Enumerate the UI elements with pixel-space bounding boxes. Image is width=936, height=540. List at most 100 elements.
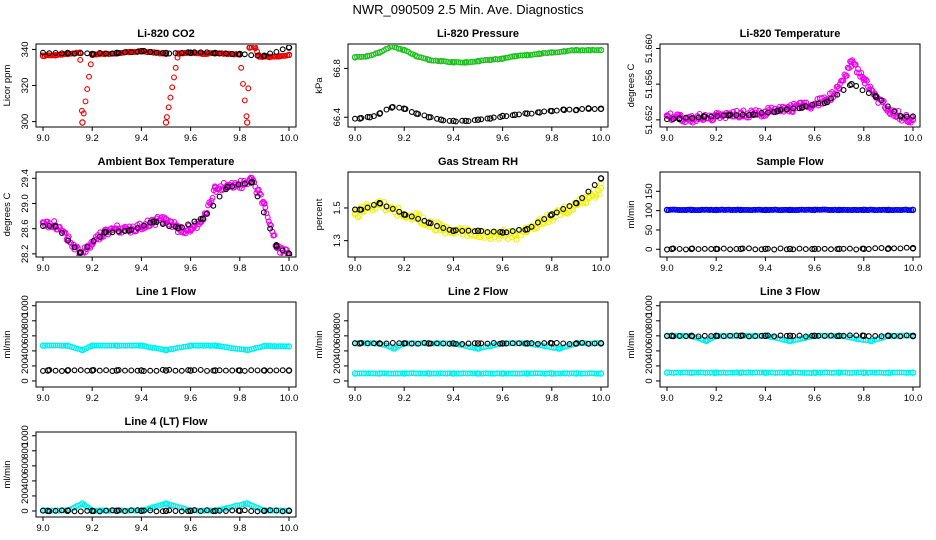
line1-flow-marker — [58, 342, 65, 349]
li820-co2-data-point — [187, 49, 194, 56]
li820-pressure-data-point — [585, 105, 592, 112]
li820-temperature-data-point — [872, 93, 880, 100]
gas-stream-rh-data-point — [388, 204, 396, 212]
li820-pressure-data-point — [560, 48, 568, 55]
li820-pressure-data-point — [401, 46, 408, 54]
line1-flow-ytick-label: 1000 — [20, 295, 31, 316]
line1-flow-marker — [91, 342, 98, 349]
li820-co2-data-point — [113, 49, 121, 57]
sample-flow-marker — [796, 245, 803, 252]
sample-flow-data-point — [811, 206, 818, 214]
panel-li820-pressure: Li-820 Pressure kPa 9.0 9.2 9.4 9.6 9.8 10.0 66.… — [314, 28, 610, 144]
gas-stream-rh-marker — [553, 209, 560, 216]
gas-stream-rh-marker — [598, 180, 604, 187]
ambient-box-temperature-marker — [71, 244, 78, 251]
panel-line1-flow: Line 1 Flow ml/min 9.0 9.2 9.4 9.6 9.8 10.0 0 200… — [2, 286, 298, 404]
line2-flow-marker — [478, 340, 485, 347]
li820-temperature-marker — [891, 108, 898, 115]
line1-flow-marker — [95, 342, 102, 349]
line3-flow-data-point — [737, 332, 745, 339]
ambient-box-temperature-marker — [204, 210, 210, 217]
line2-flow-data-point — [356, 340, 364, 347]
line1-flow-marker — [197, 366, 204, 373]
li820-pressure-marker — [387, 45, 394, 50]
li820-pressure-marker — [503, 113, 510, 120]
line4-flow-data-point — [64, 507, 71, 514]
line1-flow-marker — [84, 367, 91, 374]
li820-pressure-data-point — [437, 57, 445, 65]
li820-temperature-plot-frame — [659, 43, 921, 128]
line4-flow-marker — [267, 507, 274, 514]
li820-pressure-title: Li-820 Pressure — [437, 28, 519, 40]
line1-flow-marker — [149, 344, 156, 351]
li820-co2-marker — [40, 49, 46, 56]
line3-flow-marker — [790, 332, 797, 339]
ambient-box-temperature-ytick-label: 29.0 — [20, 194, 31, 213]
line4-flow-ytick-label: 200 — [20, 488, 31, 504]
line4-flow-ytick-label: 0 — [20, 508, 31, 513]
sample-flow-marker — [727, 246, 734, 253]
ambient-box-temperature-marker — [248, 179, 255, 186]
line3-flow-marker — [701, 332, 708, 339]
line2-flow-data-point — [573, 370, 580, 377]
li820-co2-marker — [241, 97, 248, 104]
ambient-box-temperature-xtick-label: 9.8 — [233, 263, 246, 274]
ambient-box-temperature-marker — [267, 225, 274, 232]
gas-stream-rh-marker — [516, 226, 522, 233]
li820-pressure-data-point — [487, 115, 494, 122]
gas-stream-rh-marker — [415, 215, 422, 222]
line4-flow-marker — [269, 507, 276, 514]
line2-flow-marker — [383, 340, 390, 347]
ambient-box-temperature-data-point — [261, 200, 268, 207]
li820-pressure-marker — [356, 53, 363, 60]
gas-stream-rh-data-point — [524, 225, 531, 233]
li820-pressure-marker — [459, 59, 466, 66]
ambient-box-temperature-marker — [235, 181, 242, 188]
line1-flow-marker — [229, 367, 236, 374]
line3-flow-data-point — [688, 369, 695, 376]
line1-flow-marker — [281, 343, 288, 350]
line3-flow-marker — [771, 333, 778, 340]
li820-temperature-data-point — [897, 113, 904, 120]
line4-flow-marker — [95, 507, 102, 514]
panel-li820-temperature: Li-820 Temperature degrees C 9.0 9.2 9.4 9.6 9… — [626, 28, 922, 144]
li820-pressure-markers — [351, 45, 605, 125]
li820-co2-marker — [77, 56, 84, 63]
ambient-box-temperature-marker — [40, 223, 46, 229]
ambient-box-temperature-data-point — [248, 178, 256, 186]
li820-co2-data-point — [251, 45, 258, 50]
li820-pressure-data-point — [474, 57, 482, 65]
ambient-box-temperature-marker — [281, 253, 288, 256]
gas-stream-rh-marker — [570, 206, 577, 213]
line4-flow-marker — [52, 507, 59, 514]
line1-flow-ytick-label: 400 — [20, 343, 31, 359]
gas-stream-rh-data-point — [511, 232, 519, 239]
li820-pressure-marker — [370, 113, 377, 120]
line1-flow-xtick-label: 9.8 — [233, 393, 246, 404]
li820-co2-marker — [84, 50, 91, 57]
ambient-box-temperature-marker — [262, 204, 269, 211]
li820-co2-marker — [240, 80, 246, 87]
line1-flow-data-point — [236, 367, 243, 374]
line4-flow-marker — [254, 508, 261, 515]
sample-flow-data-point — [909, 244, 917, 252]
ambient-box-temperature-data-point — [273, 243, 280, 250]
li820-temperature-marker — [802, 103, 809, 110]
line1-flow-xtick-label: 9.4 — [135, 393, 148, 404]
li820-co2-marker — [171, 74, 177, 81]
li820-temperature-data-point — [774, 107, 781, 115]
line3-flow-data-point — [786, 369, 794, 376]
li820-temperature-xtick-label: 9.2 — [710, 133, 723, 144]
line1-flow-marker — [241, 367, 248, 374]
line1-flow-marker — [147, 367, 154, 374]
line1-flow-marker — [122, 367, 128, 374]
li820-co2-marker — [245, 85, 252, 92]
line1-flow-marker — [48, 342, 55, 349]
li820-pressure-data-point — [413, 110, 420, 117]
gas-stream-rh-marker — [471, 228, 478, 235]
line2-flow-ytick-label: 200 — [332, 358, 343, 374]
li820-pressure-data-point — [548, 107, 556, 115]
line1-flow-marker — [178, 367, 185, 374]
ambient-box-temperature-marker — [185, 221, 192, 228]
line4-flow-marker — [197, 508, 204, 515]
